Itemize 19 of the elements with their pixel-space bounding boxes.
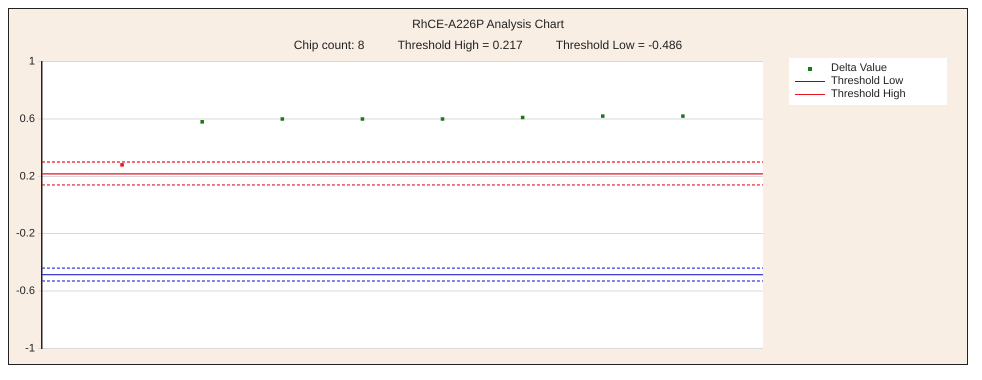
y-tick-label: 0.2 [20, 170, 35, 182]
point [520, 116, 524, 120]
legend-label: Delta Value [831, 62, 888, 75]
point [120, 163, 124, 167]
point [601, 114, 605, 118]
legend-label: Threshold Low [831, 75, 904, 88]
y-tick-label: -0.6 [16, 285, 35, 298]
point [440, 117, 444, 121]
point [200, 120, 204, 124]
y-tick-label: -1 [25, 342, 35, 354]
y-tick-label: -0.2 [16, 228, 35, 240]
y-tick-label: 0.6 [20, 112, 35, 125]
chart-subtitle: Chip count: 8 Threshold High = 0.217 Threshold Low = -0.486 [292, 38, 684, 52]
y-tick-label: 1 [28, 56, 35, 68]
chart-title: RhCE-A226P Analysis Chart [411, 17, 565, 31]
point [280, 117, 284, 121]
point [681, 114, 685, 118]
point [360, 117, 364, 121]
legend-label: Threshold High [831, 88, 906, 101]
